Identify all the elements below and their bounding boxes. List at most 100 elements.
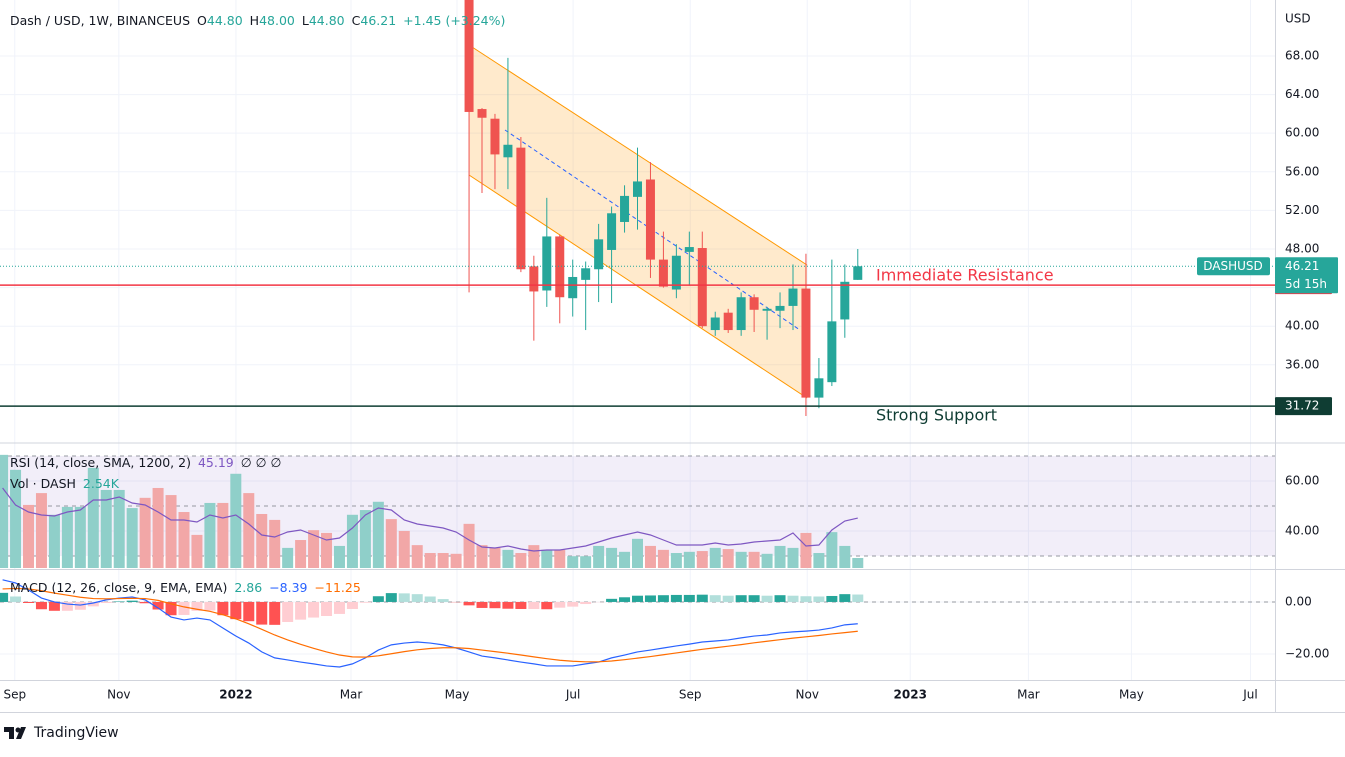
bar: [632, 538, 643, 568]
bar: [580, 556, 592, 568]
bar: [191, 534, 203, 568]
bar: [359, 510, 371, 568]
bar: [463, 601, 475, 606]
grid: [0, 0, 1275, 680]
frame: [0, 0, 1345, 713]
candle-body: [464, 0, 474, 112]
candle-body: [607, 213, 617, 250]
bar: [204, 601, 216, 611]
series-line: [2, 579, 858, 668]
series-line: [2, 487, 858, 552]
symbol-title: Dash / USD, 1W, BINANCEUS: [10, 13, 191, 28]
volume-value: 2.54K: [82, 476, 119, 491]
bar: [10, 596, 22, 602]
bar: [450, 553, 462, 568]
bar: [502, 549, 514, 568]
bar: [644, 545, 656, 568]
bar: [152, 601, 164, 610]
ohlc-value: 44.80: [206, 13, 243, 28]
candle-body: [840, 281, 850, 320]
macd-pane: [0, 579, 1275, 668]
candle-body: [723, 312, 733, 331]
bar: [87, 467, 99, 568]
candle-body: [542, 236, 552, 291]
bar: [528, 601, 540, 609]
x-tick-label: Mar: [1017, 688, 1040, 702]
bar: [87, 601, 99, 607]
bar: [372, 596, 384, 602]
bar: [839, 594, 851, 602]
bar: [139, 497, 151, 568]
bar: [230, 601, 242, 620]
volume-legend: Vol · DASH 2.54K: [10, 476, 119, 491]
bar: [321, 532, 333, 568]
rsi-title: RSI (14, close, SMA, 1200, 2): [10, 455, 191, 470]
bar: [0, 454, 9, 568]
candle-body: [516, 147, 526, 270]
bar: [100, 601, 112, 603]
bar: [230, 473, 242, 568]
bar: [826, 532, 838, 568]
bar: [800, 596, 812, 602]
bar: [761, 553, 773, 568]
bar: [683, 551, 695, 568]
bar: [269, 519, 281, 568]
bar: [424, 553, 436, 568]
candle-body: [503, 144, 513, 158]
candle-body: [814, 378, 824, 398]
bar: [554, 601, 566, 608]
ohlc-item: L44.80: [302, 13, 345, 28]
macd-legend: MACD (12, 26, close, 9, EMA, EMA) 2.86 −…: [10, 580, 361, 595]
y-tick-label: −20.00: [1285, 646, 1329, 660]
x-tick-label: May: [1119, 688, 1144, 702]
bar: [683, 594, 695, 602]
candle-body: [762, 308, 772, 311]
bar: [696, 551, 708, 568]
bar: [256, 601, 268, 625]
y-tick-label: 68.00: [1285, 48, 1319, 62]
candle-body: [827, 321, 837, 383]
bar: [385, 519, 397, 568]
bar: [35, 493, 47, 568]
candle-body: [568, 276, 578, 299]
candle-body: [788, 288, 798, 306]
bar: [359, 601, 371, 603]
price-tag: [1275, 257, 1338, 294]
candle-body: [645, 179, 655, 260]
ohlc-value: 48.00: [259, 13, 295, 28]
macd-title: MACD (12, 26, close, 9, EMA, EMA): [10, 580, 228, 595]
bar: [541, 549, 553, 568]
macd-value: −8.39: [269, 580, 308, 595]
bar: [632, 595, 643, 602]
y-tick-label: 52.00: [1285, 203, 1319, 217]
bar: [308, 530, 320, 568]
bar: [23, 504, 35, 568]
bar: [191, 601, 203, 611]
level-tag-label: 31.72: [1285, 399, 1319, 413]
bar: [735, 551, 747, 568]
bar: [256, 513, 268, 568]
x-tick-label: Nov: [107, 688, 130, 702]
candle-body: [555, 236, 565, 298]
bar: [852, 557, 864, 568]
bar: [243, 493, 255, 568]
rsi-legend: RSI (14, close, SMA, 1200, 2) 45.19 ∅ ∅ …: [10, 455, 281, 470]
signal-value: −11.25: [314, 580, 361, 595]
logo: [4, 727, 26, 739]
bar: [217, 601, 229, 616]
bar: [580, 601, 592, 605]
ohlc-value: 44.80: [308, 13, 345, 28]
ohlc-item: O44.80: [197, 13, 243, 28]
bar: [113, 601, 125, 602]
ohlc-key: L: [301, 13, 309, 28]
ohlc-key: H: [249, 13, 260, 28]
bar: [48, 601, 60, 611]
bar: [774, 595, 786, 602]
rsi-volume-pane: [0, 454, 1275, 568]
candle-body: [749, 297, 759, 310]
bar: [48, 514, 60, 568]
level-tag: [1275, 397, 1332, 416]
bar: [826, 595, 838, 602]
bar: [165, 495, 177, 568]
